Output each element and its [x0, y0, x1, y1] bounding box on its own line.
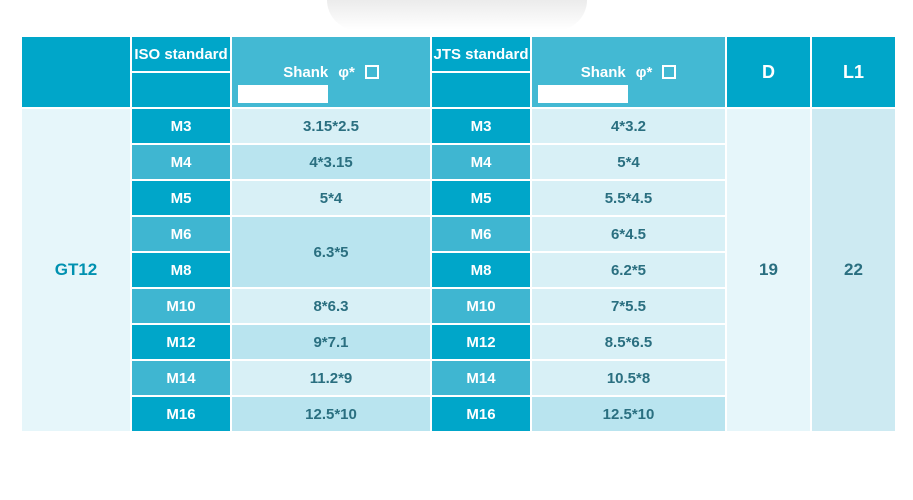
- jts-size-cell: M8: [431, 252, 531, 288]
- iso-size-cell: M5: [131, 180, 231, 216]
- iso-value-cell: 5*4: [231, 180, 431, 216]
- jts-size-cell: M6: [431, 216, 531, 252]
- iso-value-cell: 12.5*10: [231, 396, 431, 432]
- jts-sub-header: [431, 72, 531, 108]
- jts-value-cell: 10.5*8: [531, 360, 726, 396]
- iso-size-cell: M3: [131, 108, 231, 144]
- iso-size-cell: M14: [131, 360, 231, 396]
- jts-value-cell: 7*5.5: [531, 288, 726, 324]
- jts-value-cell: 5*4: [531, 144, 726, 180]
- iso-search-input[interactable]: [238, 85, 328, 103]
- iso-size-cell: M8: [131, 252, 231, 288]
- jts-size-cell: M5: [431, 180, 531, 216]
- jts-size-cell: M16: [431, 396, 531, 432]
- jts-value-cell: 12.5*10: [531, 396, 726, 432]
- iso-sub-header: [131, 72, 231, 108]
- iso-size-cell: M6: [131, 216, 231, 252]
- jts-value-cell: 4*3.2: [531, 108, 726, 144]
- row-group-label: GT12: [21, 108, 131, 432]
- jts-value-cell: 6*4.5: [531, 216, 726, 252]
- phi-star: φ*: [338, 64, 355, 81]
- phi-star: φ*: [636, 64, 653, 81]
- iso-value-cell: 6.3*5: [231, 216, 431, 288]
- jts-value-cell: 5.5*4.5: [531, 180, 726, 216]
- jts-size-cell: M14: [431, 360, 531, 396]
- iso-size-cell: M16: [131, 396, 231, 432]
- jts-standard-header: JTS standard: [431, 36, 531, 72]
- l1-value-cell: 22: [811, 108, 896, 432]
- spec-table-container: ISO standard Shank φ* JTS standard Shank…: [0, 35, 913, 453]
- table-row: GT12M33.15*2.5M34*3.21922: [21, 108, 896, 144]
- header-row-1: ISO standard Shank φ* JTS standard Shank…: [21, 36, 896, 72]
- iso-value-cell: 9*7.1: [231, 324, 431, 360]
- iso-standard-header: ISO standard: [131, 36, 231, 72]
- iso-value-cell: 3.15*2.5: [231, 108, 431, 144]
- d-header: D: [726, 36, 811, 108]
- shank-label-text: Shank: [581, 64, 626, 81]
- jts-value-cell: 8.5*6.5: [531, 324, 726, 360]
- iso-value-cell: 11.2*9: [231, 360, 431, 396]
- iso-value-cell: 4*3.15: [231, 144, 431, 180]
- d-value-cell: 19: [726, 108, 811, 432]
- iso-size-cell: M12: [131, 324, 231, 360]
- header-corner: [21, 36, 131, 108]
- top-decoration: [0, 0, 913, 35]
- iso-shank-header: Shank φ*: [231, 36, 431, 108]
- jts-search-input[interactable]: [538, 85, 628, 103]
- jts-size-cell: M10: [431, 288, 531, 324]
- iso-value-cell: 8*6.3: [231, 288, 431, 324]
- shank-label-text: Shank: [283, 64, 328, 81]
- jts-shank-header: Shank φ*: [531, 36, 726, 108]
- square-icon: [365, 65, 379, 79]
- jts-size-cell: M12: [431, 324, 531, 360]
- iso-size-cell: M4: [131, 144, 231, 180]
- top-gradient-shape: [327, 0, 587, 30]
- jts-size-cell: M3: [431, 108, 531, 144]
- jts-size-cell: M4: [431, 144, 531, 180]
- square-icon: [662, 65, 676, 79]
- iso-size-cell: M10: [131, 288, 231, 324]
- spec-table: ISO standard Shank φ* JTS standard Shank…: [20, 35, 897, 433]
- l1-header: L1: [811, 36, 896, 108]
- jts-value-cell: 6.2*5: [531, 252, 726, 288]
